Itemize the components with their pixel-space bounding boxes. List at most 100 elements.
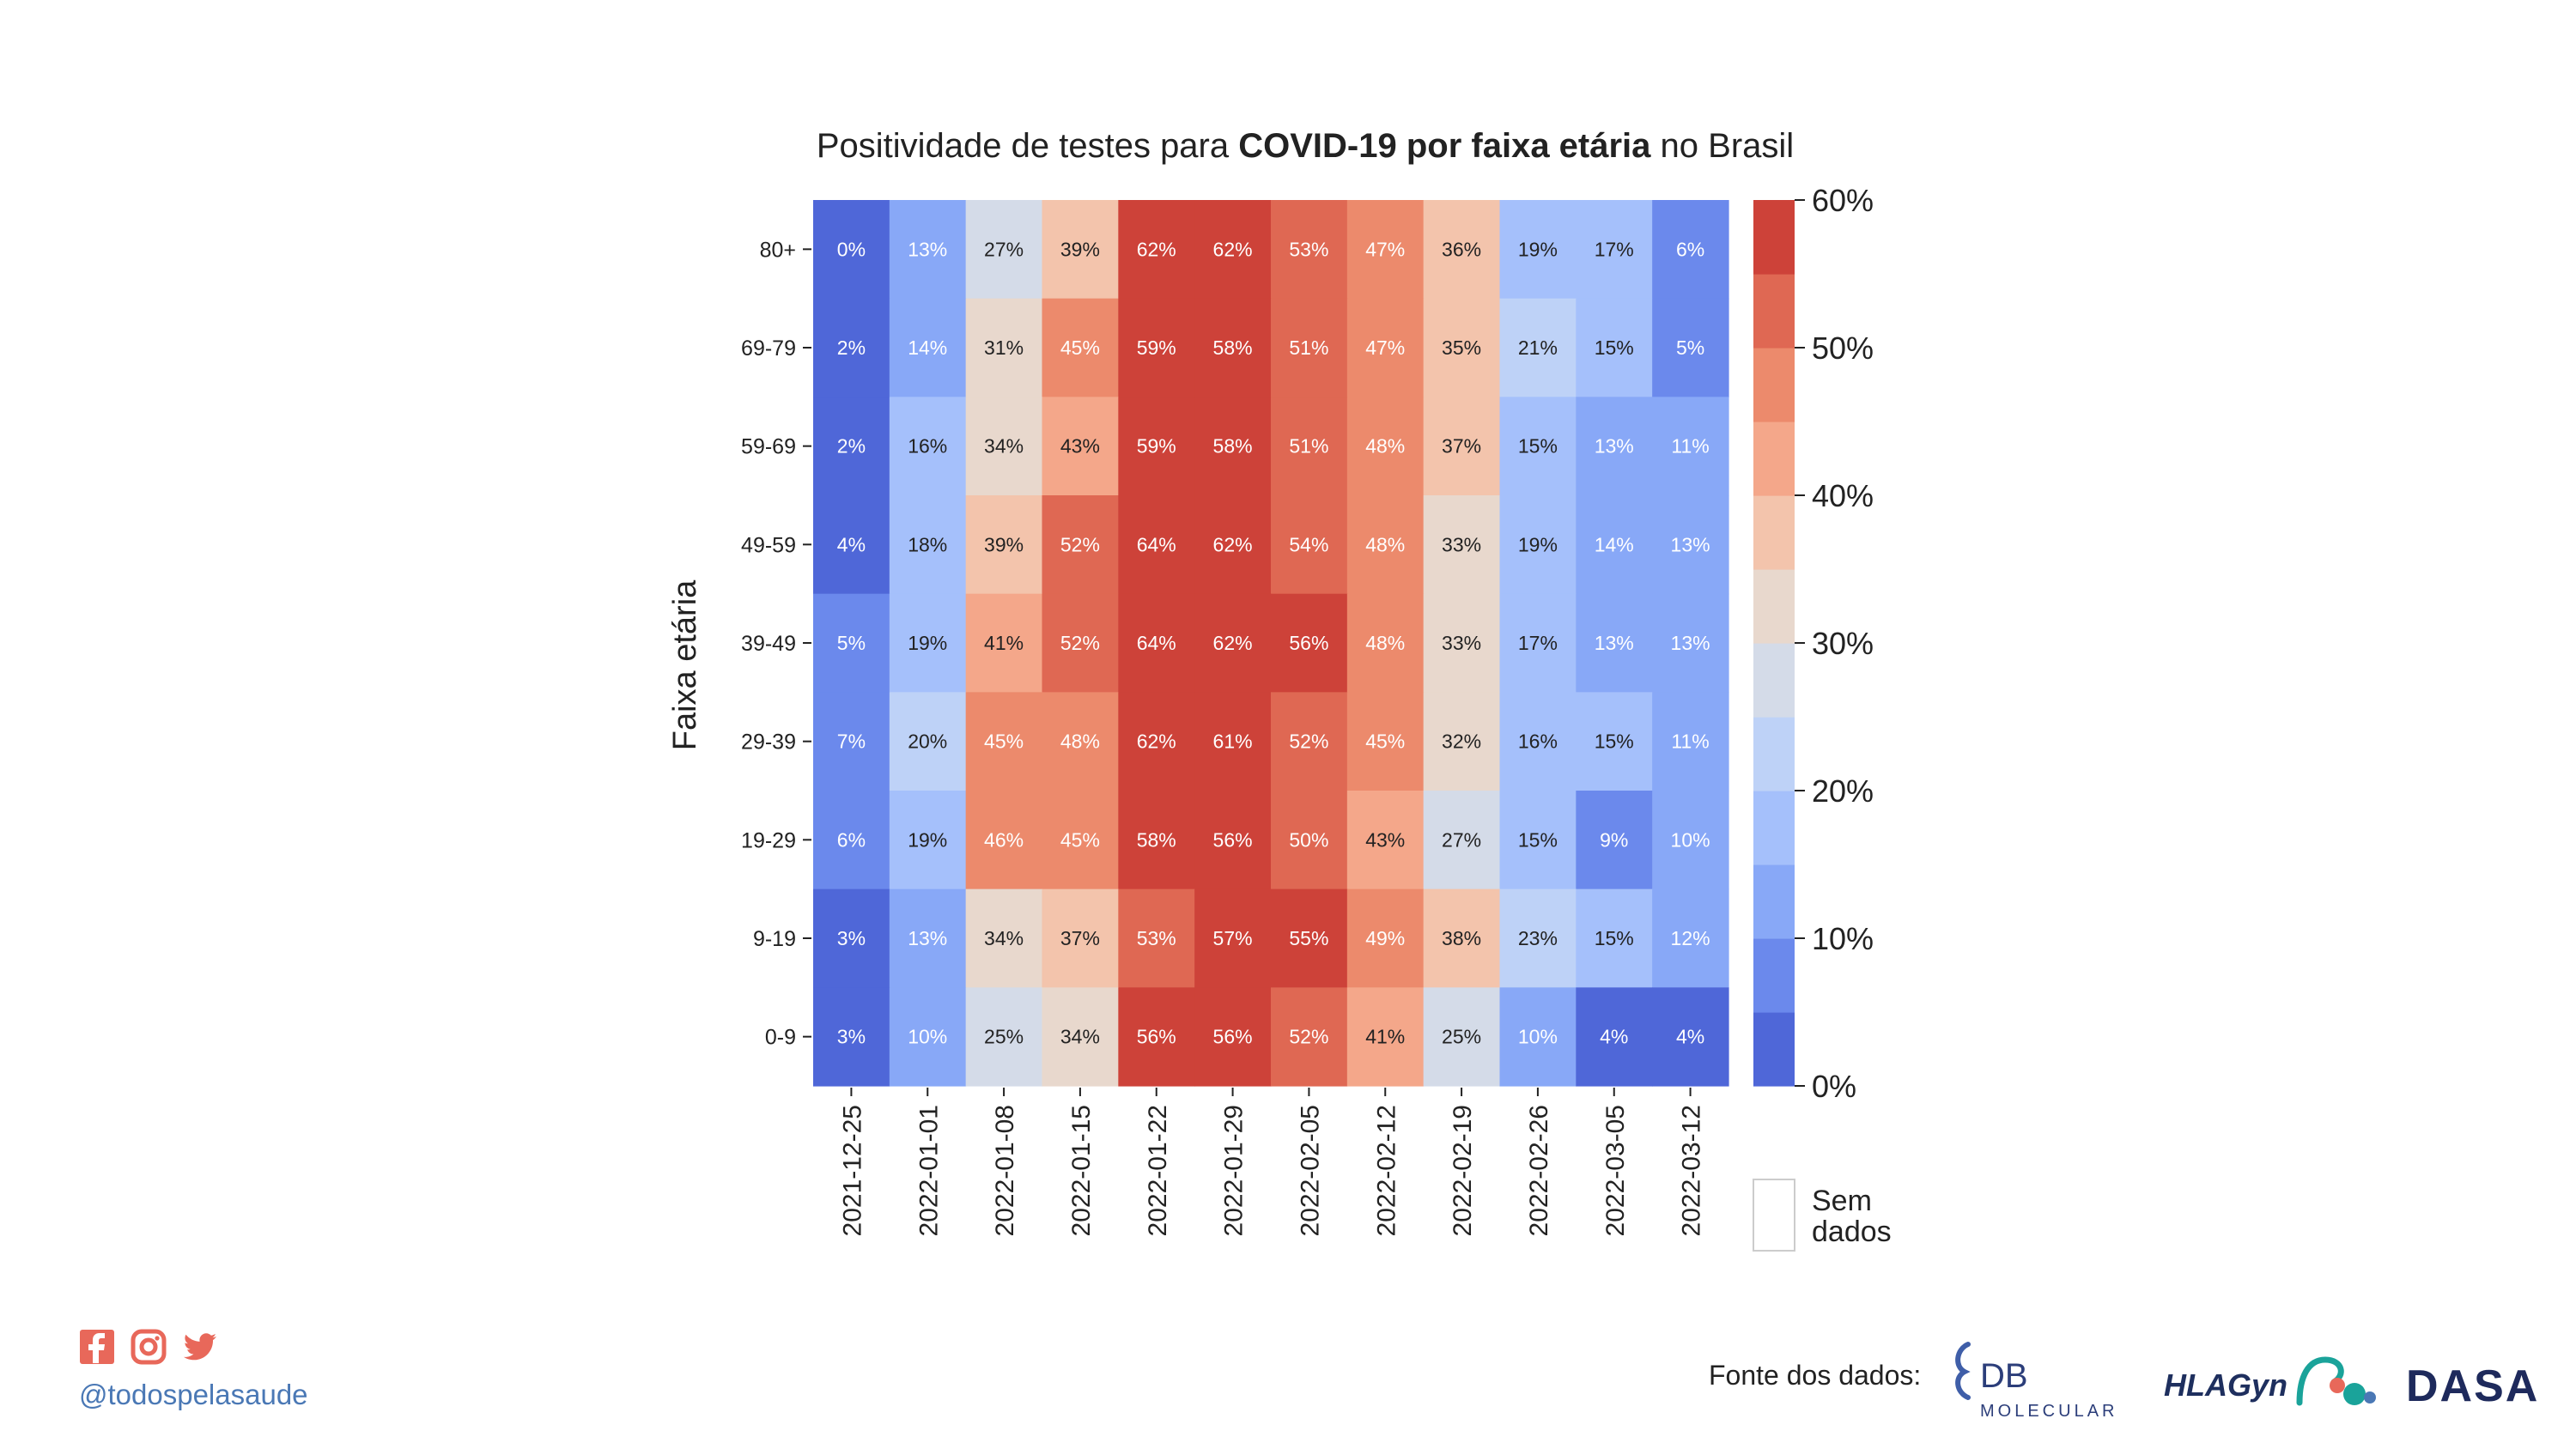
cell-value-label: 46%	[984, 828, 1024, 851]
cell-value-label: 58%	[1213, 435, 1253, 458]
hlagyn-logo: HLAGyn	[2164, 1356, 2376, 1406]
x-tick-label: 2022-02-19	[1449, 1105, 1477, 1236]
x-tick-label: 2022-01-15	[1067, 1105, 1096, 1236]
social-handle[interactable]: @todospelasaude	[79, 1379, 308, 1410]
instagram-icon[interactable]	[131, 1329, 167, 1365]
cell-value-label: 27%	[1442, 828, 1481, 851]
heatmap-cell	[889, 200, 967, 300]
cell-value-label: 56%	[1213, 828, 1253, 851]
cell-value-label: 35%	[1442, 336, 1481, 359]
heatmap-cell	[889, 888, 967, 988]
cell-value-label: 41%	[984, 632, 1024, 654]
missing-label-line2: dados	[1812, 1216, 1892, 1248]
heatmap-cell	[1194, 495, 1272, 595]
colorbar-segment	[1753, 569, 1795, 644]
heatmap-cell	[1271, 888, 1348, 988]
colorbar-segment	[1753, 643, 1795, 718]
cell-value-label: 2%	[837, 336, 866, 359]
y-tick-label: 9-19	[753, 927, 796, 951]
heatmap-cell	[1271, 987, 1348, 1087]
cell-value-label: 50%	[1289, 828, 1328, 851]
cell-value-label: 52%	[1060, 533, 1100, 555]
cell-value-label: 36%	[1442, 238, 1481, 260]
cell-value-label: 45%	[1365, 731, 1405, 753]
cell-value-label: 62%	[1137, 238, 1176, 260]
heatmap-cell	[1499, 397, 1577, 496]
cell-value-label: 17%	[1518, 632, 1558, 654]
heatmap-cell	[965, 593, 1043, 693]
heatmap-cell	[1652, 888, 1729, 988]
cell-value-label: 47%	[1365, 336, 1405, 359]
cell-value-label: 64%	[1137, 533, 1176, 555]
colorbar-segment	[1753, 200, 1795, 275]
heatmap-cell	[1652, 495, 1729, 595]
cell-value-label: 59%	[1137, 435, 1176, 458]
heatmap-cell	[1652, 200, 1729, 300]
colorbar-tick-label: 40%	[1812, 478, 1874, 513]
cell-value-label: 37%	[1060, 927, 1100, 949]
heatmap-cell	[1652, 987, 1729, 1087]
heatmap-cell	[965, 298, 1043, 397]
cell-value-label: 5%	[1676, 336, 1704, 359]
cell-value-label: 48%	[1365, 533, 1405, 555]
cell-value-label: 19%	[908, 828, 947, 851]
heatmap-cell	[965, 200, 1043, 300]
facebook-icon[interactable]	[79, 1329, 115, 1365]
cell-value-label: 53%	[1289, 238, 1328, 260]
cell-value-label: 43%	[1060, 435, 1100, 458]
heatmap-cell	[1346, 692, 1425, 791]
cell-value-label: 10%	[908, 1026, 947, 1048]
heatmap-cell	[1346, 298, 1425, 397]
cell-value-label: 43%	[1365, 828, 1405, 851]
cell-value-label: 2%	[837, 435, 866, 458]
heatmap-cell	[1576, 987, 1653, 1087]
cell-value-label: 14%	[1595, 533, 1634, 555]
colorbar: 0% 10% 20% 30% 40% 50% 60%	[1753, 183, 1874, 1104]
cell-value-label: 9%	[1600, 828, 1628, 851]
cell-value-label: 38%	[1442, 927, 1481, 949]
heatmap-cell	[1499, 495, 1577, 595]
cell-value-label: 34%	[1060, 1026, 1100, 1048]
heatmap-cell	[965, 692, 1043, 791]
x-axis-ticks: 2021-12-25 2022-01-01 2022-01-08 2022-01-15…	[838, 1088, 1706, 1236]
cell-value-label: 27%	[984, 238, 1024, 260]
twitter-icon[interactable]	[182, 1329, 218, 1365]
heatmap-cell	[1118, 593, 1195, 693]
heatmap-cells: 0% 13% 27% 39% 62% 62% 53% 47% 36% 19% 17% 6% 2% 14% 3…	[813, 200, 1729, 1087]
heatmap-cell	[1271, 397, 1348, 496]
cell-value-label: 15%	[1595, 927, 1634, 949]
heatmap-cell	[1194, 200, 1272, 300]
cell-value-label: 45%	[984, 731, 1024, 753]
x-tick-label: 2022-03-12	[1678, 1105, 1706, 1236]
heatmap-cell	[1576, 593, 1653, 693]
cell-value-label: 62%	[1213, 533, 1253, 555]
heatmap-cell	[965, 495, 1043, 595]
heatmap-cell	[1499, 692, 1577, 791]
x-tick-label: 2022-01-22	[1144, 1105, 1172, 1236]
heatmap-cell	[965, 987, 1043, 1087]
cell-value-label: 58%	[1213, 336, 1253, 359]
cell-value-label: 45%	[1060, 336, 1100, 359]
heatmap-cell	[1499, 298, 1577, 397]
heatmap-cell	[1576, 397, 1653, 496]
cell-value-label: 13%	[908, 238, 947, 260]
cell-value-label: 3%	[837, 927, 866, 949]
y-tick-label: 69-79	[741, 336, 796, 361]
cell-value-label: 4%	[837, 533, 866, 555]
cell-value-label: 5%	[837, 632, 866, 654]
cell-value-label: 31%	[984, 336, 1024, 359]
heatmap-cell	[1118, 397, 1195, 496]
heatmap-cell	[1423, 888, 1501, 988]
cell-value-label: 52%	[1289, 1026, 1328, 1048]
heatmap-cell	[1346, 397, 1425, 496]
colorbar-segment	[1753, 864, 1795, 939]
heatmap-cell	[1652, 593, 1729, 693]
cell-value-label: 15%	[1595, 731, 1634, 753]
colorbar-tick-label: 60%	[1812, 183, 1874, 218]
cell-value-label: 62%	[1213, 632, 1253, 654]
cell-value-label: 6%	[837, 828, 866, 851]
cell-value-label: 10%	[1518, 1026, 1558, 1048]
heatmap-cell	[1346, 987, 1425, 1087]
data-source-label: Fonte dos dados:	[1709, 1360, 1922, 1391]
